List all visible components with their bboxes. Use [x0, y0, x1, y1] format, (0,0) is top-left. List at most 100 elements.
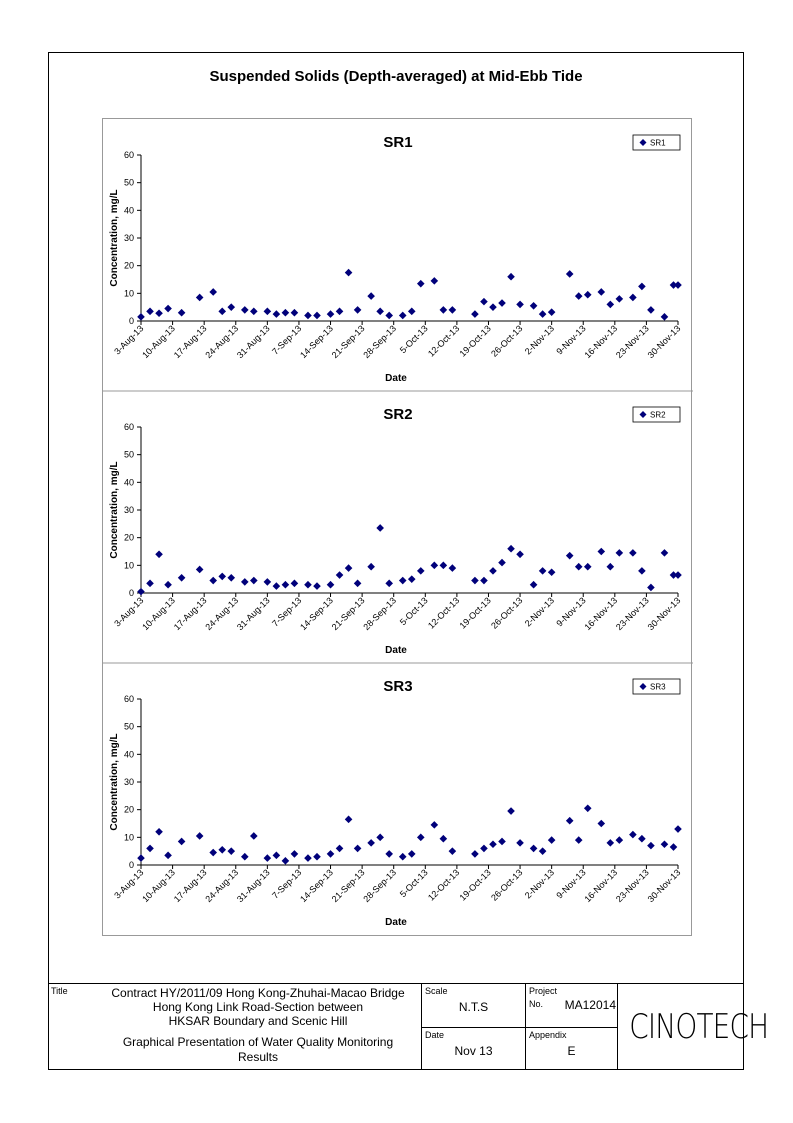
x-tick-label: 5-Oct-13: [398, 323, 430, 355]
data-point: [227, 847, 236, 855]
y-tick-label: 50: [124, 178, 134, 188]
y-axis-label: Concentration, mg/L: [109, 733, 120, 830]
data-point: [448, 564, 457, 572]
data-point: [290, 308, 299, 317]
data-point: [597, 819, 606, 828]
chart-title: SR3: [383, 678, 412, 695]
chart-title: SR2: [383, 406, 412, 423]
title-block: Title Contract HY/2011/09 Hong Kong-Zhuh…: [48, 983, 769, 1070]
data-point: [376, 524, 384, 532]
x-axis-label: Date: [385, 645, 407, 656]
data-point: [137, 854, 145, 862]
data-point: [367, 292, 375, 300]
page-title: Suspended Solids (Depth-averaged) at Mid…: [209, 68, 583, 85]
data-point: [629, 830, 637, 839]
data-point: [326, 310, 335, 318]
data-point: [647, 306, 655, 314]
y-tick-label: 50: [124, 450, 134, 460]
y-tick-label: 30: [124, 233, 134, 243]
x-tick-label: 12-Oct-13: [426, 595, 461, 630]
data-point: [250, 832, 258, 840]
data-point: [335, 571, 344, 579]
data-point: [416, 567, 425, 575]
data-point: [574, 292, 583, 300]
x-tick-label: 30-Nov-13: [646, 867, 683, 904]
chart-title: SR1: [383, 134, 412, 151]
data-point: [529, 844, 538, 853]
data-point: [489, 840, 497, 849]
data-point: [164, 851, 172, 860]
data-point: [218, 307, 227, 316]
data-point: [164, 304, 172, 313]
y-tick-label: 20: [124, 261, 134, 271]
data-point: [480, 297, 488, 306]
data-point: [250, 307, 258, 316]
data-point: [407, 307, 416, 316]
y-tick-label: 10: [124, 560, 134, 570]
data-point: [281, 580, 290, 589]
x-tick-label: 14-Sep-13: [298, 867, 335, 904]
y-tick-label: 10: [124, 288, 134, 298]
x-tick-label: 26-Oct-13: [489, 323, 524, 358]
data-point: [146, 579, 154, 588]
data-point: [137, 587, 145, 596]
company-logo: CINOTECH: [629, 1007, 769, 1047]
y-tick-label: 0: [129, 860, 134, 870]
x-tick-label: 23-Nov-13: [614, 595, 651, 632]
data-point: [155, 309, 163, 318]
data-point: [547, 568, 556, 577]
data-point: [304, 854, 312, 862]
data-point: [638, 567, 646, 575]
data-point: [227, 303, 236, 311]
data-point: [629, 549, 637, 557]
x-tick-label: 14-Sep-13: [298, 323, 335, 360]
x-tick-label: 24-Aug-13: [203, 867, 240, 904]
data-point: [606, 300, 615, 309]
contract-line: Hong Kong Link Road-Section between: [152, 1000, 364, 1014]
data-point: [538, 847, 547, 855]
data-point: [498, 299, 506, 307]
data-point: [290, 850, 299, 858]
data-point: [430, 277, 439, 285]
data-point: [547, 836, 556, 844]
data-point: [155, 828, 163, 836]
data-point: [669, 281, 678, 289]
data-point: [353, 306, 362, 314]
data-point: [565, 270, 574, 278]
scale-caption: Scale: [425, 986, 448, 996]
data-point: [629, 293, 637, 302]
data-point: [272, 582, 281, 590]
subtitle-text: Graphical Presentation of Water Quality …: [108, 1035, 408, 1065]
data-point: [597, 547, 606, 556]
legend-label: SR3: [650, 683, 666, 692]
data-point: [326, 580, 335, 589]
data-point: [615, 295, 624, 303]
legend-box: [632, 134, 681, 151]
data-point: [177, 573, 186, 582]
date-caption: Date: [425, 1030, 445, 1040]
data-point: [498, 558, 506, 567]
data-point: [674, 825, 682, 833]
x-tick-label: 31-Aug-13: [235, 323, 272, 360]
date-value: Nov 13: [454, 1044, 493, 1058]
legend-box: [632, 406, 681, 423]
x-tick-label: 21-Sep-13: [330, 595, 367, 632]
logo-cell: CINOTECH: [618, 984, 769, 1070]
data-point: [489, 567, 497, 575]
x-tick-label: 24-Aug-13: [203, 595, 240, 632]
x-tick-label: 24-Aug-13: [203, 323, 240, 360]
y-tick-label: 60: [124, 694, 134, 704]
data-point: [313, 311, 321, 320]
x-tick-label: 2-Nov-13: [523, 867, 556, 900]
data-point: [281, 857, 290, 865]
x-tick-label: 19-Oct-13: [458, 867, 493, 902]
project-no-caption: No.: [529, 999, 544, 1009]
x-tick-label: 2-Nov-13: [523, 323, 556, 356]
data-point: [448, 847, 457, 855]
data-point: [326, 850, 335, 858]
data-point: [647, 583, 655, 592]
data-point: [164, 580, 172, 589]
x-axis-label: Date: [385, 917, 407, 928]
y-tick-label: 10: [124, 832, 134, 842]
charts-svg: SR101020304050603-Aug-1310-Aug-1317-Aug-…: [103, 134, 693, 928]
